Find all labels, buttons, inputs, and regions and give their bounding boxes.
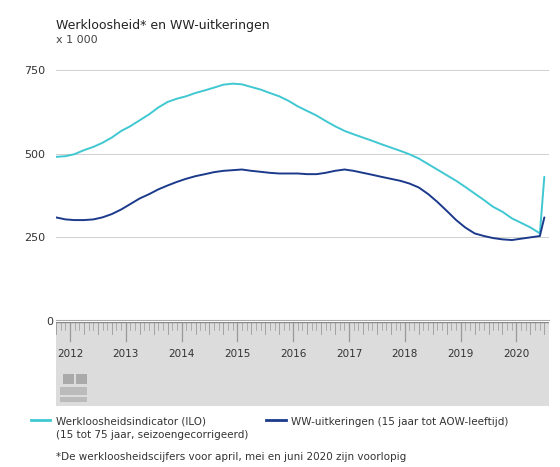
Text: WW-uitkeringen (15 jaar tot AOW-leeftijd): WW-uitkeringen (15 jaar tot AOW-leeftijd… [291, 417, 508, 426]
Text: 2013: 2013 [113, 349, 139, 359]
Text: 0: 0 [46, 317, 53, 327]
Text: 2016: 2016 [280, 349, 306, 359]
Text: 2015: 2015 [224, 349, 250, 359]
Text: Werkloosheid* en WW-uitkeringen: Werkloosheid* en WW-uitkeringen [56, 19, 269, 32]
Text: *De werkloosheidscijfers voor april, mei en juni 2020 zijn voorlopig: *De werkloosheidscijfers voor april, mei… [56, 452, 406, 462]
Text: 2012: 2012 [57, 349, 83, 359]
Text: 2014: 2014 [169, 349, 195, 359]
FancyBboxPatch shape [76, 374, 87, 384]
Text: 2018: 2018 [391, 349, 418, 359]
FancyBboxPatch shape [60, 387, 87, 395]
Text: 2020: 2020 [503, 349, 530, 359]
Text: 2017: 2017 [336, 349, 362, 359]
Text: x 1 000: x 1 000 [56, 35, 97, 45]
Text: 2019: 2019 [447, 349, 474, 359]
FancyBboxPatch shape [60, 397, 87, 402]
Text: Werkloosheidsindicator (ILO)
(15 tot 75 jaar, seizoengecorrigeerd): Werkloosheidsindicator (ILO) (15 tot 75 … [56, 417, 249, 440]
FancyBboxPatch shape [63, 374, 74, 384]
